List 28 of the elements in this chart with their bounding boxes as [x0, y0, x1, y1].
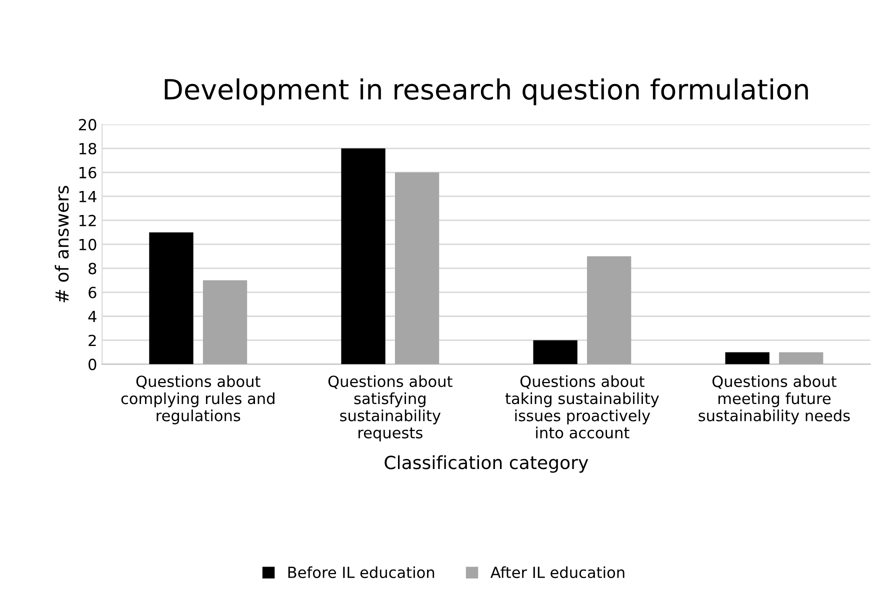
y-tick-label: 12	[79, 214, 96, 226]
y-tick-label: 18	[79, 142, 96, 154]
legend-label: After IL education	[490, 566, 624, 578]
y-tick-label: 10	[79, 238, 96, 250]
bar	[533, 340, 578, 364]
bar	[725, 352, 770, 364]
y-tick-label: 0	[88, 358, 96, 370]
x-tick-label: Questions about meeting future sustainability needs	[698, 375, 850, 424]
x-axis-title: Classification category	[384, 455, 588, 473]
bar	[341, 148, 386, 364]
bar	[394, 172, 440, 364]
y-tick-label: 4	[88, 310, 96, 322]
y-axis-title: # of answers	[54, 186, 69, 302]
x-tick-label: Questions about taking sustainability issues proactively into account	[505, 375, 659, 438]
bar	[202, 280, 248, 364]
y-tick-label: 2	[88, 334, 96, 346]
x-tick-label: Questions about satisfying sustainability requests	[328, 375, 452, 442]
bar	[779, 352, 824, 364]
y-tick-label: 14	[79, 191, 96, 202]
y-tick-label: 20	[78, 118, 96, 130]
legend-label: Before IL education	[288, 566, 434, 578]
chart-title: Development in research question formulation	[164, 78, 808, 106]
x-tick-label: Questions about complying rules and regulations	[121, 375, 274, 424]
bar	[586, 256, 632, 364]
y-tick-label: 8	[88, 262, 96, 274]
y-tick-label: 6	[88, 286, 96, 298]
y-tick-label: 16	[79, 166, 96, 178]
bar	[149, 232, 194, 364]
